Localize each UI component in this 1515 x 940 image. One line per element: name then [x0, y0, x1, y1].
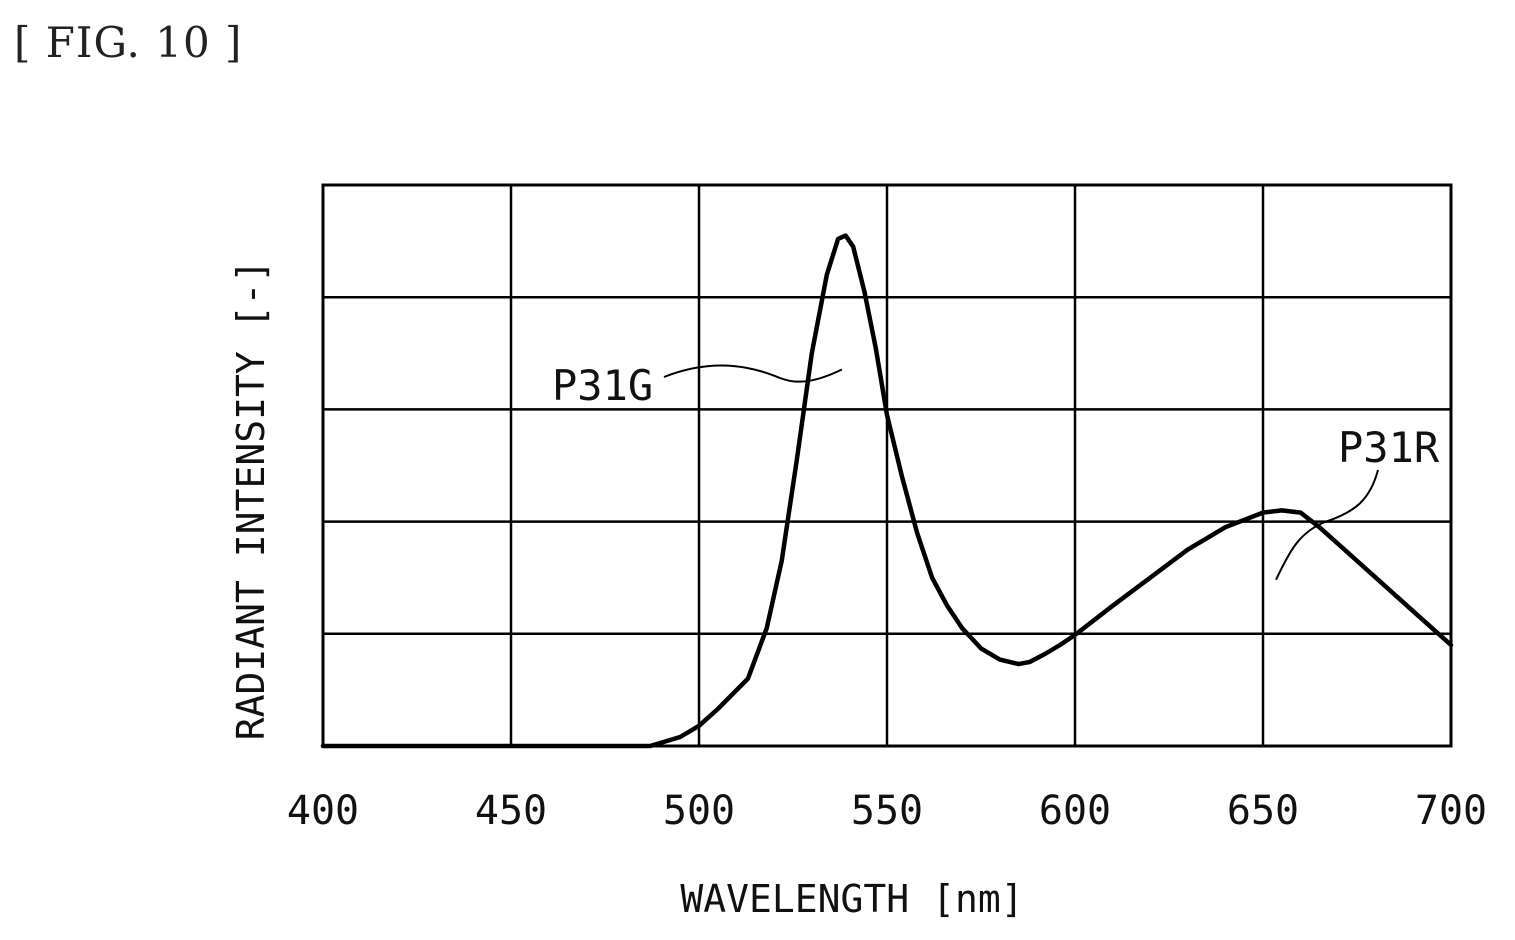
leader-line-p31g — [663, 364, 843, 383]
x-axis-title: WAVELENGTH [nm] — [680, 877, 1023, 921]
series-label-p31g: P31G — [552, 361, 653, 410]
x-tick-label: 500 — [663, 788, 735, 834]
y-axis-title: RADIANT INTENSITY [-] — [229, 260, 273, 740]
leader-line-p31r — [1275, 469, 1379, 581]
x-tick-label: 600 — [1039, 788, 1111, 834]
grid-layer — [321, 183, 1453, 748]
x-tick-label: 550 — [851, 788, 923, 834]
figure-label: [ FIG. 10 ] — [14, 18, 243, 67]
x-tick-label: 400 — [287, 788, 359, 834]
x-tick-labels: 400 450 500 550 600 650 700 — [287, 788, 1487, 834]
series-layer — [320, 233, 1454, 749]
x-tick-label: 450 — [475, 788, 547, 834]
spectrum-line — [320, 233, 1454, 749]
x-tick-label: 700 — [1415, 788, 1487, 834]
x-tick-label: 650 — [1227, 788, 1299, 834]
annotation-layer: P31G P31R — [552, 361, 1440, 581]
plot-frame — [321, 183, 1453, 748]
series-label-p31r: P31R — [1338, 423, 1440, 472]
